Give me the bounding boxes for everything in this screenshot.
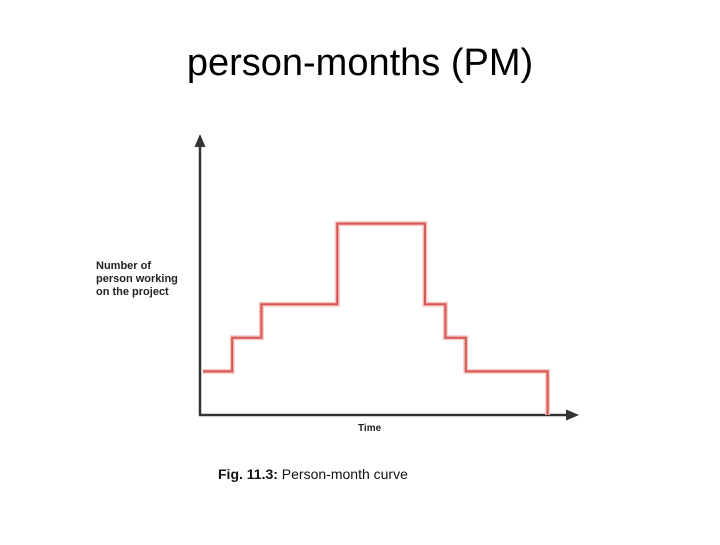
slide-title: person-months (PM) — [186, 42, 534, 84]
x-axis-arrowhead — [566, 409, 579, 421]
chart-axes — [194, 134, 579, 421]
curve-glow — [203, 221, 551, 415]
y-axis-arrowhead — [194, 134, 206, 147]
figure-caption: Fig. 11.3: Person-month curve — [218, 466, 408, 482]
figure-caption-number: Fig. 11.3: — [218, 466, 278, 482]
figure-caption-text: Person-month curve — [277, 466, 408, 482]
x-axis-label: Time — [358, 423, 382, 434]
curve-line — [203, 222, 549, 415]
y-axis-label-line-2: person working — [96, 273, 178, 285]
person-month-curve — [203, 221, 551, 415]
y-axis-label: Number of person working on the project — [96, 260, 196, 299]
y-axis-label-line-1: Number of — [96, 260, 151, 272]
y-axis-label-line-3: on the project — [96, 286, 169, 298]
